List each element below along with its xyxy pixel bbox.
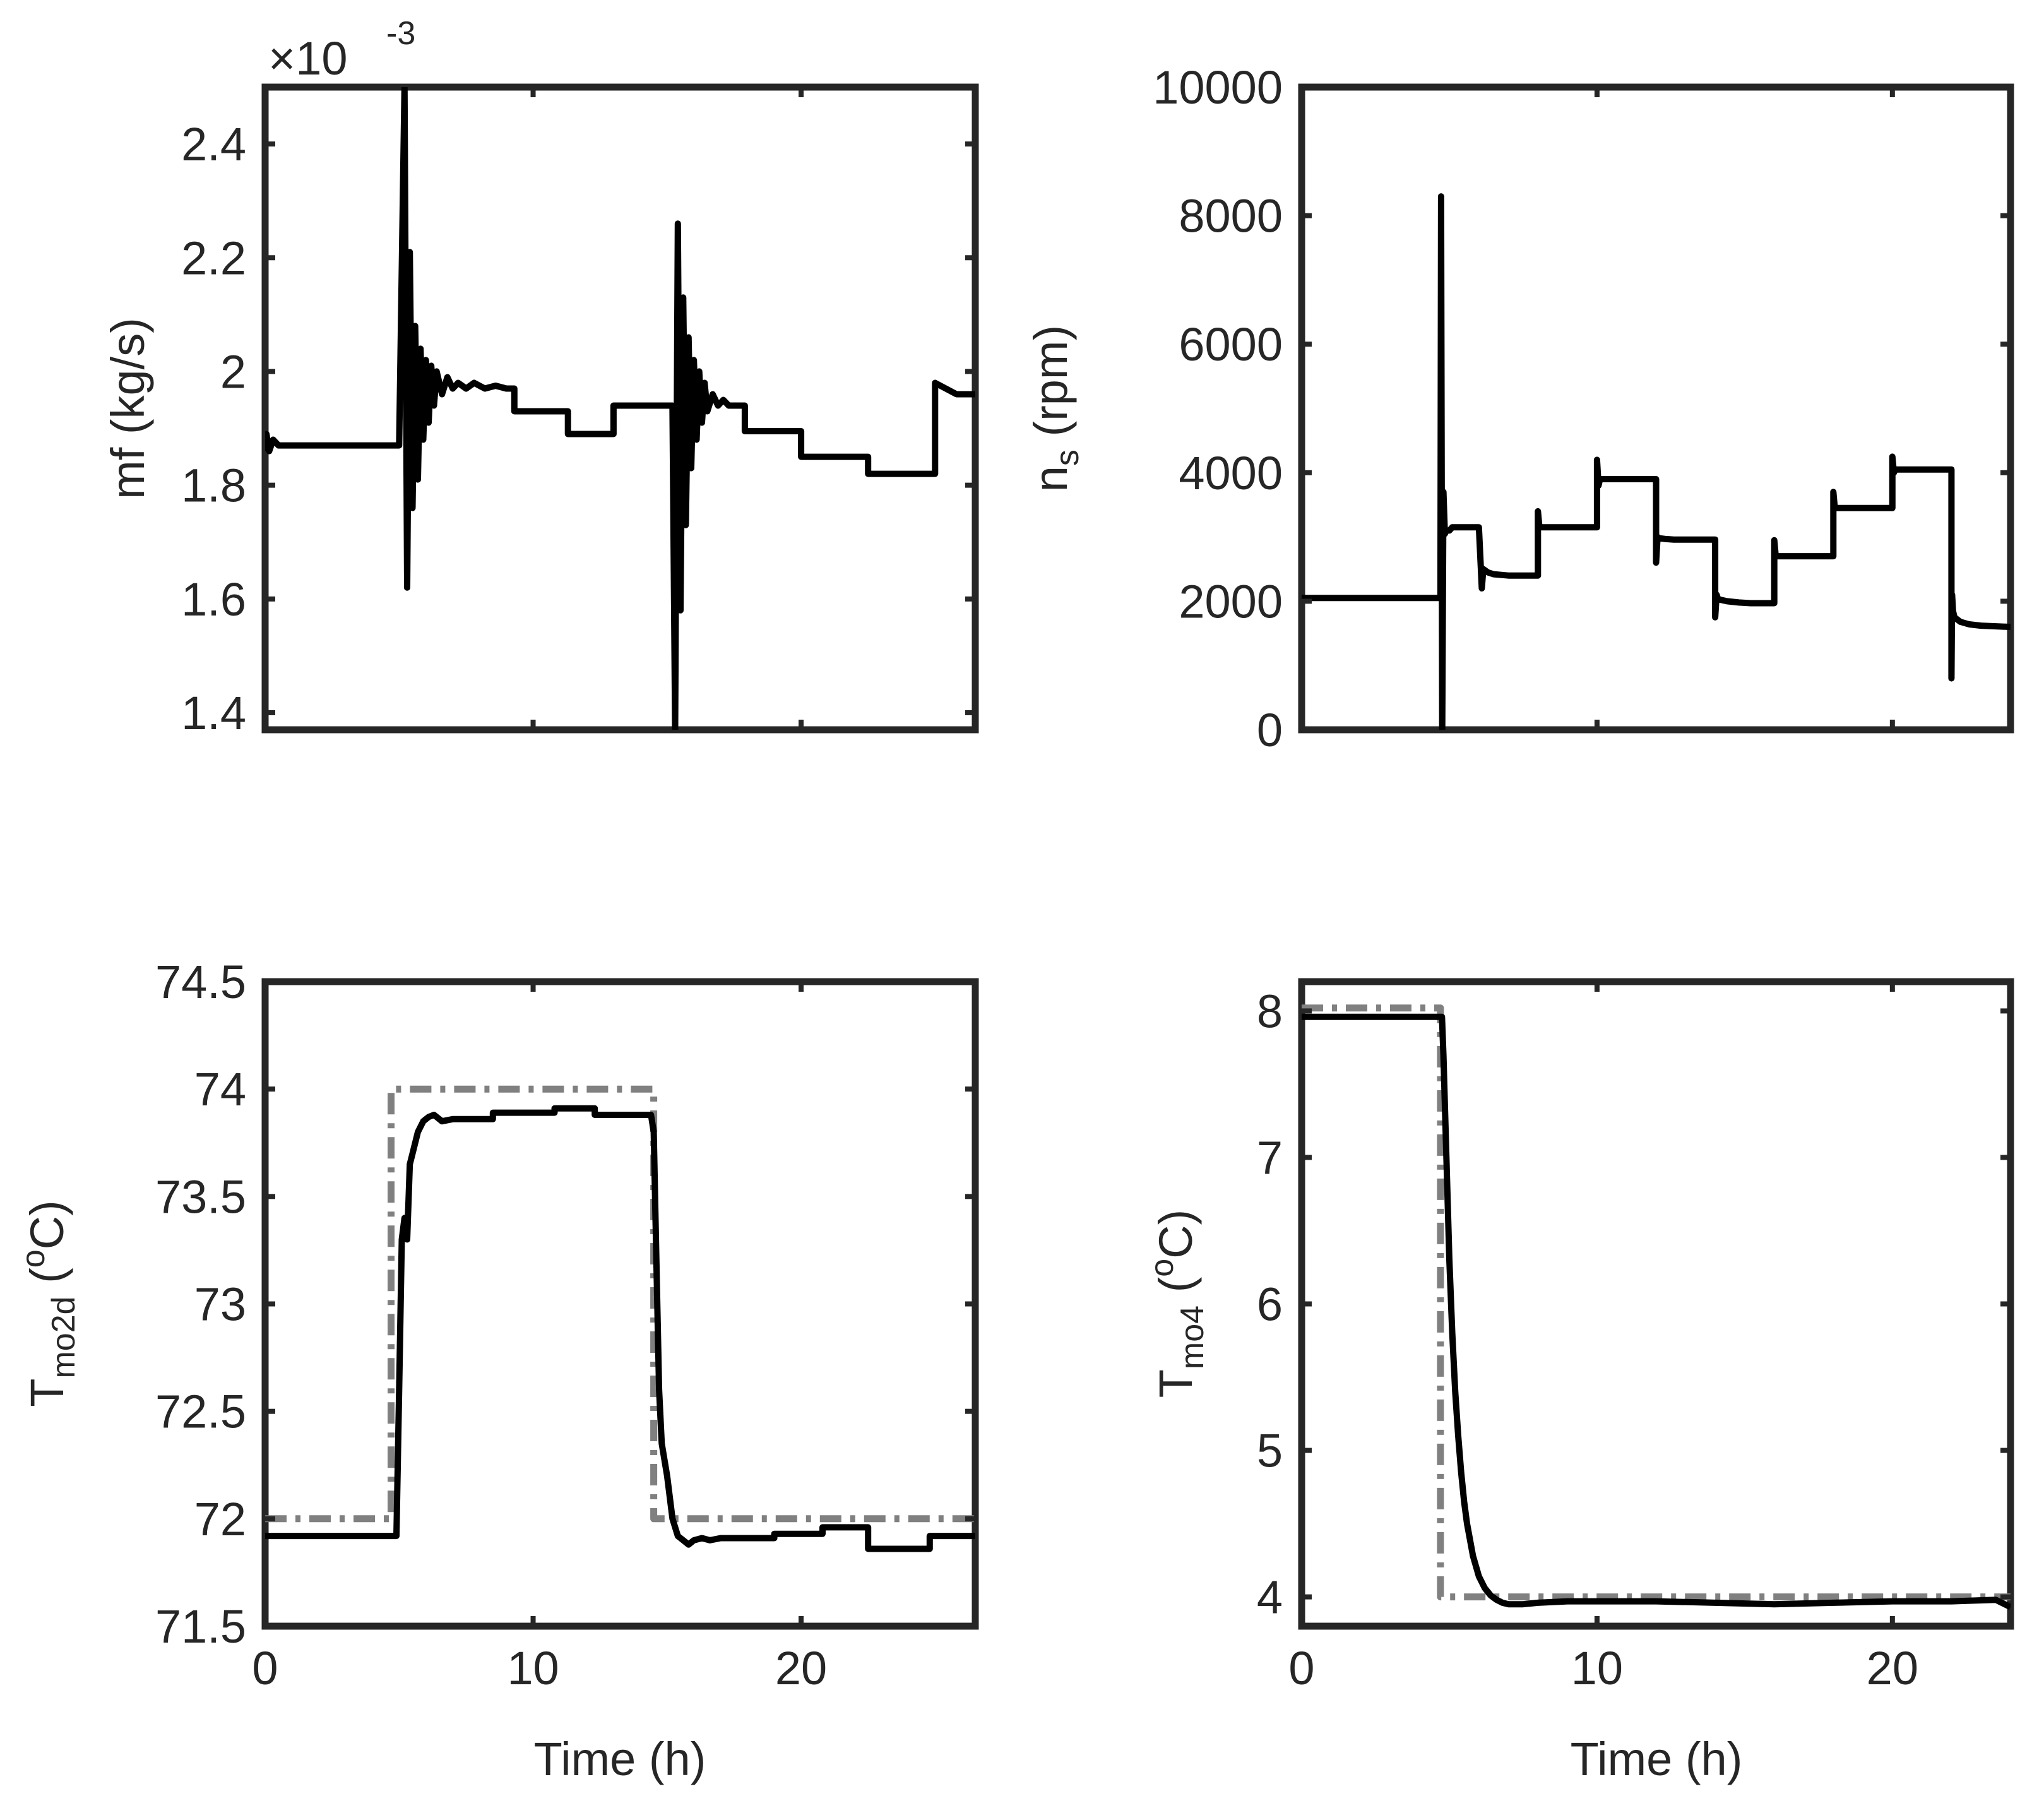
ns-ylabel-suffix: (rpm) xyxy=(1025,325,1077,449)
tmo2d-ytick-label: 72 xyxy=(194,1493,246,1545)
tmo4-series xyxy=(1302,1004,2011,1610)
tmo2d-ytick-label: 73.5 xyxy=(155,1170,246,1223)
tmo4-xlabel: Time (h) xyxy=(1571,1733,1743,1785)
tmo2d-ylabel: Tmo2d (oC) xyxy=(15,1200,82,1407)
tmo2d-ytick-label: 74 xyxy=(194,1063,246,1115)
ns-ylabel-main: n xyxy=(1025,466,1077,492)
tmo2d-series xyxy=(265,1085,975,1552)
tmo4-ticks: 4 5 6 7 8 0 10 20 xyxy=(1257,982,2011,1694)
tmo2d-series-response xyxy=(265,1105,975,1552)
tmo4-ylabel-subscript: mo4 xyxy=(1174,1305,1211,1369)
mf-ytick-label: 1.6 xyxy=(181,573,246,626)
tmo2d-series-setpoint xyxy=(265,1085,975,1523)
tmo4-ylabel-degree: o xyxy=(1144,1259,1180,1277)
ns-ytick-label: 4000 xyxy=(1179,447,1283,499)
tmo2d-ylabel-subscript: mo2d xyxy=(45,1296,82,1378)
ns-ytick-label: 6000 xyxy=(1179,318,1283,371)
tmo4-chart: 4 5 6 7 8 0 10 20 Tmo4 (oC) Time (h) xyxy=(1144,978,2014,1785)
mf-ticks: 1.4 1.6 1.8 2 2.2 2.4 xyxy=(181,87,975,739)
mf-ytick-label: 2.4 xyxy=(181,118,246,170)
mf-ylabel: mf (kg/s) xyxy=(102,318,154,499)
tmo2d-xtick-label: 10 xyxy=(507,1642,559,1694)
mf-ytick-label: 2 xyxy=(220,345,246,398)
tmo4-ylabel: Tmo4 (oC) xyxy=(1144,1210,1211,1398)
mf-series-mf xyxy=(265,87,975,730)
tmo4-series-response xyxy=(1302,1013,2011,1610)
mf-ytick-label: 1.8 xyxy=(181,460,246,512)
tmo4-xtick-label: 0 xyxy=(1288,1642,1314,1694)
ns-ticks: 0 2000 4000 6000 8000 10000 xyxy=(1153,61,2011,756)
tmo4-ytick-label: 5 xyxy=(1257,1425,1283,1477)
ns-chart: 0 2000 4000 6000 8000 10000 ns (rpm) xyxy=(1025,61,2014,756)
tmo4-ytick-label: 8 xyxy=(1257,985,1283,1037)
ns-ytick-label: 2000 xyxy=(1179,575,1283,627)
ns-ylabel-subscript: s xyxy=(1049,449,1086,466)
tmo4-ylabel-close: C) xyxy=(1150,1210,1202,1259)
tmo2d-ylabel-open: ( xyxy=(21,1268,73,1297)
ns-plot-area xyxy=(1298,83,2014,734)
mf-chart: 1.4 1.6 1.8 2 2.2 2.4 ×10 -3 mf (kg/s) xyxy=(102,15,979,739)
tmo4-ytick-label: 6 xyxy=(1257,1278,1283,1331)
tmo4-ylabel-main: T xyxy=(1150,1369,1202,1398)
mf-ytick-label: 1.4 xyxy=(181,687,246,739)
tmo2d-xlabel: Time (h) xyxy=(534,1733,706,1785)
tmo2d-ylabel-main: T xyxy=(21,1379,73,1407)
tmo2d-ytick-label: 74.5 xyxy=(155,956,246,1008)
tmo2d-ylabel-close: C) xyxy=(21,1200,73,1249)
tmo2d-ytick-label: 73 xyxy=(194,1278,246,1331)
ns-ytick-label: 8000 xyxy=(1179,190,1283,242)
tmo4-plot-area xyxy=(1298,978,2014,1630)
tmo2d-xtick-label: 20 xyxy=(775,1642,827,1694)
tmo4-xtick-label: 10 xyxy=(1571,1642,1623,1694)
mf-exponent: ×10 -3 xyxy=(268,15,415,85)
ns-ytick-label: 0 xyxy=(1257,704,1283,756)
tmo2d-ylabel-degree: o xyxy=(15,1249,52,1268)
tmo2d-ytick-label: 72.5 xyxy=(155,1386,246,1438)
mf-exponent-base: ×10 xyxy=(268,32,348,85)
mf-series xyxy=(265,87,975,730)
ns-ytick-label: 10000 xyxy=(1153,61,1283,114)
tmo4-ytick-label: 7 xyxy=(1257,1131,1283,1184)
tmo2d-xtick-label: 0 xyxy=(252,1642,278,1694)
ns-ylabel: ns (rpm) xyxy=(1025,325,1086,492)
mf-ytick-label: 2.2 xyxy=(181,232,246,284)
tmo4-ytick-label: 4 xyxy=(1257,1571,1283,1624)
ns-series-n_s xyxy=(1302,193,2011,730)
tmo4-ylabel-open: ( xyxy=(1150,1276,1202,1305)
mf-exponent-power: -3 xyxy=(386,15,415,52)
tmo2d-ticks: 71.5 72 72.5 73 73.5 74 74.5 0 10 20 xyxy=(155,956,975,1694)
tmo2d-ytick-label: 71.5 xyxy=(155,1600,246,1653)
tmo2d-chart: 71.5 72 72.5 73 73.5 74 74.5 0 10 20 Tmo2d (oC) T… xyxy=(15,956,979,1785)
tmo4-xtick-label: 20 xyxy=(1867,1642,1918,1694)
ns-series xyxy=(1302,193,2011,730)
